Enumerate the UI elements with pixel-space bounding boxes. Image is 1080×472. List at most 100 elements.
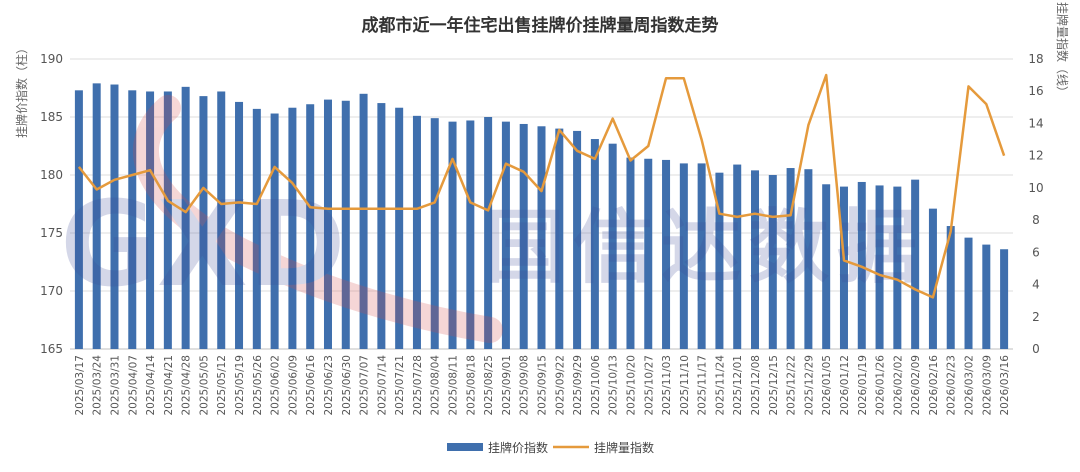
x-tick-label: 2025/12/22 bbox=[786, 355, 798, 416]
price-index-bar bbox=[608, 143, 617, 349]
left-y-axis: 165 170 175 180 185 190 bbox=[40, 52, 63, 356]
right-y-axis: 0 2 4 6 8 10 12 14 16 18 bbox=[1028, 52, 1043, 356]
price-index-bar bbox=[590, 139, 599, 349]
watermark-chinese: 国信达数据 bbox=[485, 201, 925, 294]
price-index-bar bbox=[252, 108, 261, 349]
price-index-bar bbox=[697, 163, 706, 349]
price-index-bar bbox=[1000, 249, 1009, 349]
x-tick-label: 2025/10/13 bbox=[608, 355, 620, 416]
price-index-bar bbox=[893, 186, 902, 349]
x-tick-label: 2026/02/09 bbox=[910, 355, 922, 416]
price-index-bar bbox=[786, 168, 795, 349]
x-tick-label: 2026/03/09 bbox=[981, 355, 993, 416]
price-index-bar bbox=[466, 120, 475, 349]
price-index-bars bbox=[74, 83, 1009, 350]
right-y-tick-label: 0 bbox=[1032, 342, 1040, 356]
chart-title: 成都市近一年住宅出售挂牌价挂牌量周指数走势 bbox=[362, 15, 719, 36]
price-index-bar bbox=[181, 86, 190, 349]
price-index-bar bbox=[217, 91, 226, 349]
price-index-bar bbox=[412, 115, 421, 349]
x-tick-label: 2025/10/20 bbox=[625, 355, 637, 416]
x-tick-label: 2025/09/29 bbox=[572, 355, 584, 416]
price-index-bar bbox=[804, 169, 813, 349]
price-index-bar bbox=[448, 121, 457, 349]
price-index-bar bbox=[235, 101, 244, 349]
price-index-bar bbox=[288, 107, 297, 349]
right-y-tick-label: 16 bbox=[1028, 84, 1043, 98]
price-index-bar bbox=[395, 107, 404, 349]
price-index-bar bbox=[323, 99, 332, 349]
x-tick-label: 2026/02/02 bbox=[892, 355, 904, 416]
price-index-bar bbox=[822, 184, 831, 349]
right-y-tick-label: 10 bbox=[1028, 181, 1043, 195]
x-tick-label: 2025/10/06 bbox=[590, 355, 602, 416]
x-tick-label: 2025/09/15 bbox=[537, 355, 549, 416]
price-index-bar bbox=[751, 170, 760, 349]
price-index-bar bbox=[875, 185, 884, 349]
x-tick-label: 2025/05/19 bbox=[234, 355, 246, 416]
price-index-bar bbox=[519, 123, 528, 350]
x-tick-label: 2026/03/02 bbox=[964, 355, 976, 416]
x-tick-label: 2025/06/16 bbox=[305, 355, 317, 416]
x-axis: 2025/03/17 2025/03/24 2025/03/31 2025/04/07… bbox=[74, 355, 1011, 416]
price-index-bar bbox=[768, 175, 777, 349]
price-index-bar bbox=[430, 118, 439, 349]
price-index-bar bbox=[270, 113, 279, 350]
x-tick-label: 2025/11/17 bbox=[697, 355, 709, 416]
right-y-tick-label: 14 bbox=[1028, 116, 1043, 130]
price-index-bar bbox=[679, 163, 688, 349]
price-index-bar bbox=[733, 164, 742, 349]
price-index-bar bbox=[946, 226, 955, 349]
left-y-tick-label: 175 bbox=[40, 226, 63, 240]
price-index-bar bbox=[715, 172, 724, 349]
price-index-bar bbox=[484, 117, 493, 349]
x-tick-label: 2025/05/12 bbox=[216, 355, 228, 416]
x-tick-label: 2025/06/23 bbox=[323, 355, 335, 416]
x-tick-label: 2026/02/16 bbox=[928, 355, 940, 416]
x-tick-label: 2025/06/09 bbox=[287, 355, 299, 416]
legend-line-label: 挂牌量指数 bbox=[594, 440, 654, 455]
x-tick-label: 2026/01/05 bbox=[821, 355, 833, 416]
x-tick-label: 2025/04/14 bbox=[145, 355, 157, 416]
x-tick-label: 2025/07/28 bbox=[412, 355, 424, 416]
x-tick-label: 2025/08/18 bbox=[465, 355, 477, 416]
x-tick-label: 2025/12/01 bbox=[732, 355, 744, 416]
right-y-tick-label: 6 bbox=[1032, 245, 1040, 259]
price-index-bar bbox=[199, 96, 208, 350]
price-index-bar bbox=[911, 179, 920, 349]
x-tick-label: 2025/05/26 bbox=[252, 355, 264, 416]
x-tick-label: 2025/08/04 bbox=[430, 355, 442, 416]
x-tick-label: 2025/09/22 bbox=[554, 355, 566, 416]
price-index-bar bbox=[146, 91, 155, 349]
x-tick-label: 2025/12/08 bbox=[750, 355, 762, 416]
legend: 挂牌价指数 挂牌量指数 bbox=[447, 440, 654, 455]
price-index-bar bbox=[163, 91, 172, 349]
price-index-bar bbox=[359, 93, 368, 349]
left-y-tick-label: 190 bbox=[40, 52, 63, 66]
x-tick-label: 2025/06/30 bbox=[341, 355, 353, 416]
x-tick-label: 2025/04/07 bbox=[127, 355, 139, 416]
x-tick-label: 2025/12/29 bbox=[803, 355, 815, 416]
price-index-bar bbox=[626, 157, 635, 349]
x-tick-label: 2026/02/23 bbox=[946, 355, 958, 416]
left-axis-title: 挂牌价指数（柱） bbox=[14, 42, 29, 138]
left-y-tick-label: 170 bbox=[40, 284, 63, 298]
listing-volume-line bbox=[77, 73, 1006, 299]
price-index-bar bbox=[964, 237, 973, 349]
x-tick-label: 2025/08/11 bbox=[448, 355, 460, 416]
x-tick-label: 2025/08/25 bbox=[483, 355, 495, 416]
right-y-tick-label: 4 bbox=[1032, 278, 1040, 292]
price-index-bar bbox=[110, 84, 119, 350]
price-index-bar bbox=[341, 100, 350, 349]
x-tick-label: 2026/01/19 bbox=[857, 355, 869, 416]
x-tick-label: 2025/04/21 bbox=[163, 355, 175, 416]
x-tick-label: 2025/09/08 bbox=[519, 355, 531, 416]
x-tick-label: 2025/06/02 bbox=[270, 355, 282, 416]
right-y-tick-label: 12 bbox=[1028, 149, 1043, 163]
listing-volume-series-line bbox=[77, 73, 1006, 299]
left-y-tick-label: 180 bbox=[40, 168, 63, 182]
price-index-bar bbox=[662, 159, 671, 349]
price-index-bar bbox=[377, 103, 386, 349]
watermark-logo: GXD 国信达数据 bbox=[60, 95, 925, 343]
x-tick-label: 2025/11/24 bbox=[714, 355, 726, 416]
